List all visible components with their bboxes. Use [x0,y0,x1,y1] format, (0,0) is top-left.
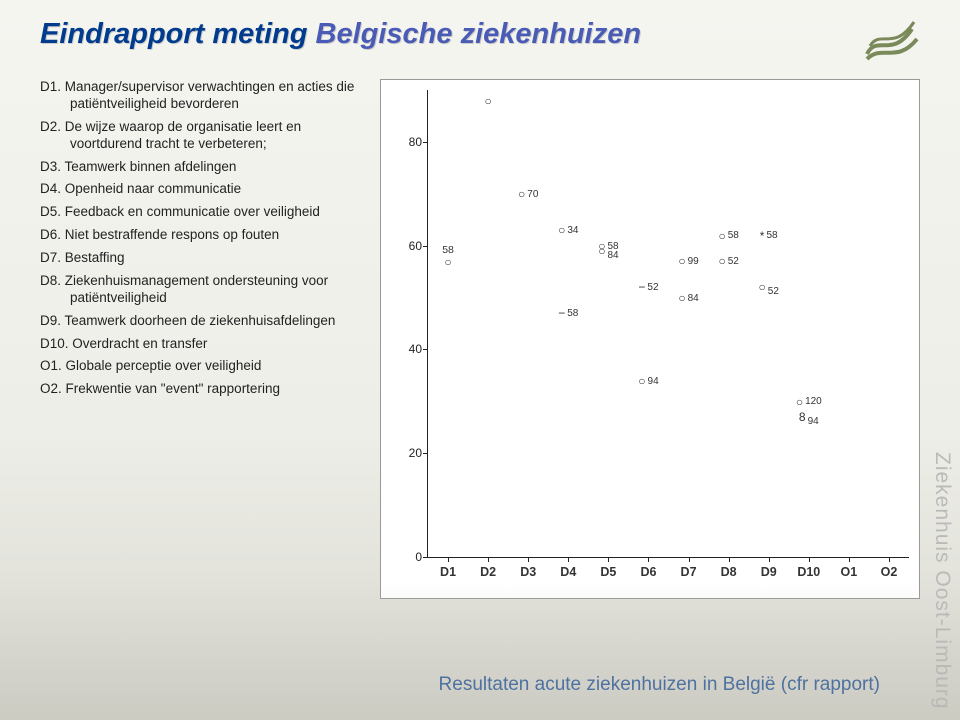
data-point: ○58 [718,229,738,241]
x-tick-label: D4 [560,565,576,579]
boxplot-chart: 020406080D1D2D3D4D5D6D7D8D9D10O1O258○○○7… [427,90,909,558]
x-tick-mark [448,557,449,562]
x-tick-label: D2 [480,565,496,579]
data-point: ○99 [678,255,698,267]
list-item: D7. Bestaffing [40,250,368,267]
chart-caption: Resultaten acute ziekenhuizen in België … [439,674,880,696]
x-tick-mark [608,557,609,562]
data-point: ○70 [518,188,538,200]
data-point: ○120 [796,395,822,407]
x-tick-label: D8 [721,565,737,579]
data-point: ○52 [759,281,779,293]
x-tick-mark [729,557,730,562]
list-item: O1. Globale perceptie over veiligheid [40,358,368,375]
x-tick-label: D10 [797,565,820,579]
x-tick-label: D9 [761,565,777,579]
list-item: D9. Teamwerk doorheen de ziekenhuisafdel… [40,313,368,330]
title-part2: Belgische ziekenhuizen [307,18,641,50]
y-tick-mark [423,557,428,558]
x-tick-mark [689,557,690,562]
y-tick-mark [423,349,428,350]
list-item: D2. De wijze waarop de organisatie leert… [40,119,368,153]
y-tick-label: 0 [388,550,422,564]
y-tick-mark [423,142,428,143]
data-point: 58○ [442,244,454,268]
x-tick-mark [568,557,569,562]
logo-icon [862,14,922,64]
x-tick-mark [889,557,890,562]
x-tick-mark [488,557,489,562]
x-tick-mark [528,557,529,562]
slide: Eindrapport meting Belgische ziekenhuize… [0,0,960,720]
x-tick-label: D3 [520,565,536,579]
list-item: O2. Frekwentie van "event" rapportering [40,381,368,398]
list-item: D8. Ziekenhuismanagement ondersteuning v… [40,273,368,307]
data-point: ○84 [678,291,698,303]
list-item: D1. Manager/supervisor verwachtingen en … [40,79,368,113]
data-point: 894 [799,411,819,423]
list-item: D4. Openheid naar communicatie [40,181,368,198]
x-tick-label: D1 [440,565,456,579]
y-tick-label: 60 [388,239,422,253]
background-gradient [0,580,960,720]
x-tick-mark [809,557,810,562]
data-point: −52 [638,281,658,293]
data-point: ○ [485,94,492,106]
title-part1: Eindrapport meting [40,18,307,50]
data-point: ○94 [638,374,658,386]
data-point: ○84 [598,245,618,257]
x-tick-label: D7 [681,565,697,579]
x-tick-label: D6 [640,565,656,579]
list-item: D5. Feedback en communicatie over veilig… [40,204,368,221]
data-point: *58 [760,229,778,241]
chart-panel: 0 20 40 60 80 D1 D2 D3 D4 D5 D6 D7 D8 D9 D10 O1 O2 58○ ○ ○7… [380,79,920,599]
y-tick-mark [423,246,428,247]
list-item: D10. Overdracht en transfer [40,336,368,353]
x-tick-label: D5 [600,565,616,579]
x-tick-mark [648,557,649,562]
y-tick-label: 20 [388,446,422,460]
list-item: D6. Niet bestraffende respons op fouten [40,227,368,244]
list-item: D3. Teamwerk binnen afdelingen [40,159,368,176]
y-tick-mark [423,453,428,454]
x-tick-mark [849,557,850,562]
page-title: Eindrapport meting Belgische ziekenhuize… [40,18,920,51]
definition-list: D1. Manager/supervisor verwachtingen en … [40,79,380,404]
data-point: ○34 [558,224,578,236]
content-row: D1. Manager/supervisor verwachtingen en … [40,79,920,599]
y-tick-label: 40 [388,342,422,356]
data-point: −58 [558,307,578,319]
y-tick-label: 80 [388,135,422,149]
organization-label: Ziekenhuis Oost-Limburg [930,452,954,710]
x-tick-mark [769,557,770,562]
x-tick-label: O1 [841,565,858,579]
data-point: ○52 [718,255,738,267]
x-tick-label: O2 [881,565,898,579]
